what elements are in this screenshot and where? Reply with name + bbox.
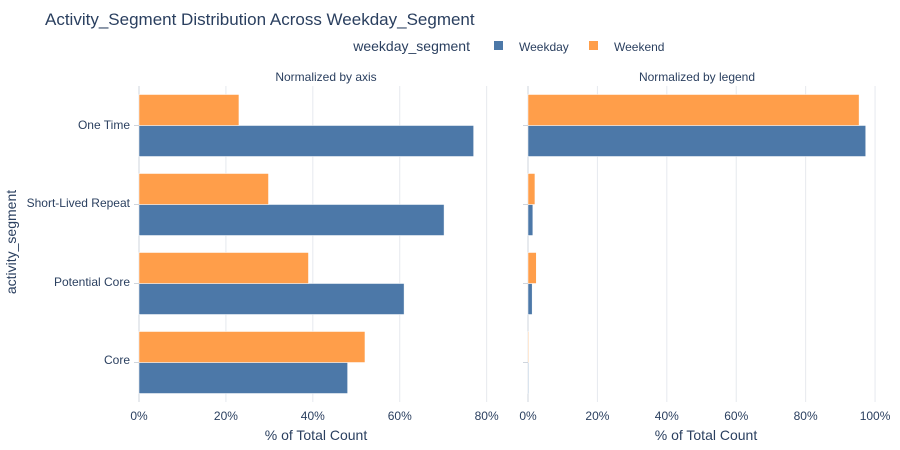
- x-tick-label: 0%: [519, 409, 537, 423]
- bar-weekday-short-lived-repeat[interactable]: [527, 204, 534, 236]
- y-tick-label: Core: [104, 353, 130, 367]
- bar-weekend-potential-core[interactable]: [138, 252, 309, 284]
- x-tick-label: 80%: [475, 409, 499, 423]
- bar-weekend-core[interactable]: [138, 331, 366, 363]
- x-tick-label: 100%: [860, 409, 891, 423]
- y-axis-tick-labels: One Time Short-Lived Repeat Potential Co…: [27, 118, 131, 367]
- x-tick-label: 20%: [214, 409, 238, 423]
- panel-subtitle: Normalized by legend: [639, 70, 755, 84]
- panel-normalized-by-axis: Normalized by axis 0% 20% 40% 60% 80% % of T…: [130, 70, 499, 443]
- bar-weekend-short-lived-repeat[interactable]: [527, 173, 536, 205]
- bar-weekday-potential-core[interactable]: [138, 283, 405, 315]
- y-tick-label: One Time: [78, 118, 130, 132]
- bar-weekend-core[interactable]: [527, 331, 529, 363]
- x-axis-label: % of Total Count: [265, 427, 368, 443]
- panel-normalized-by-legend: Normalized by legend 0% 20% 40% 60% 80% 100% …: [519, 70, 890, 443]
- y-axis-label: activity_segment: [3, 190, 19, 294]
- bar-weekday-potential-core[interactable]: [527, 283, 533, 315]
- legend-swatch-weekday[interactable]: [494, 41, 503, 50]
- bar-weekday-core[interactable]: [138, 362, 348, 394]
- legend[interactable]: weekday_segment Weekday Weekend: [352, 38, 664, 54]
- y-tick-label: Potential Core: [54, 275, 130, 289]
- legend-label-weekday[interactable]: Weekday: [519, 40, 569, 54]
- x-tick-label: 80%: [794, 409, 818, 423]
- x-tick-label: 60%: [724, 409, 748, 423]
- x-tick-label: 20%: [585, 409, 609, 423]
- bar-weekday-short-lived-repeat[interactable]: [138, 204, 445, 236]
- x-tick-label: 60%: [388, 409, 412, 423]
- legend-title: weekday_segment: [352, 38, 470, 54]
- bar-weekend-short-lived-repeat[interactable]: [138, 173, 269, 205]
- bar-weekend-one-time[interactable]: [138, 94, 240, 126]
- bar-weekend-one-time[interactable]: [527, 94, 860, 126]
- x-tick-label: 0%: [130, 409, 148, 423]
- bar-weekday-one-time[interactable]: [527, 125, 866, 157]
- legend-label-weekend[interactable]: Weekend: [614, 40, 664, 54]
- chart-title: Activity_Segment Distribution Across Wee…: [45, 10, 475, 29]
- x-axis-label: % of Total Count: [655, 427, 758, 443]
- bar-weekday-one-time[interactable]: [138, 125, 474, 157]
- x-tick-label: 40%: [301, 409, 325, 423]
- y-tick-label: Short-Lived Repeat: [27, 196, 131, 210]
- x-tick-label: 40%: [655, 409, 679, 423]
- bar-weekend-potential-core[interactable]: [527, 252, 537, 284]
- panel-subtitle: Normalized by axis: [275, 70, 376, 84]
- bar-weekday-core[interactable]: [527, 362, 529, 394]
- legend-swatch-weekend[interactable]: [589, 41, 598, 50]
